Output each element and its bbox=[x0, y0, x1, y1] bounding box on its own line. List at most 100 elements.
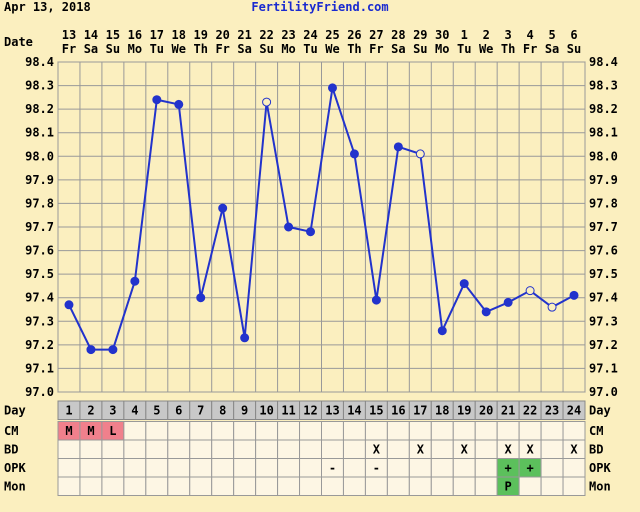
row-cell bbox=[145, 421, 169, 441]
row-cell bbox=[211, 421, 235, 441]
row-cell bbox=[408, 458, 432, 478]
y-tick-label-right: 98.0 bbox=[589, 149, 618, 163]
date-label: 16 bbox=[128, 28, 142, 42]
weekday-label: Su bbox=[106, 42, 120, 56]
row-cell bbox=[167, 458, 191, 478]
row-cell bbox=[452, 476, 476, 496]
date-label: 21 bbox=[237, 28, 251, 42]
weekday-label: Th bbox=[194, 42, 208, 56]
row-cell bbox=[57, 458, 81, 478]
date-label: 6 bbox=[570, 28, 577, 42]
y-tick-label-right: 97.8 bbox=[589, 196, 618, 210]
temperature-point bbox=[327, 83, 337, 93]
date-label: 2 bbox=[483, 28, 490, 42]
x-tick-label: 5 bbox=[153, 403, 160, 417]
row-cell bbox=[79, 439, 103, 459]
temperature-point bbox=[349, 149, 359, 159]
weekday-label: Sa bbox=[545, 42, 559, 56]
row-cell bbox=[277, 439, 301, 459]
x-tick-label: 16 bbox=[391, 403, 405, 417]
row-cell bbox=[474, 439, 498, 459]
row-cell bbox=[430, 439, 454, 459]
y-tick-label-right: 97.5 bbox=[589, 267, 618, 281]
x-tick-label: 22 bbox=[523, 403, 537, 417]
y-tick-label: 97.0 bbox=[25, 385, 54, 399]
y-tick-label-right: 97.1 bbox=[589, 361, 618, 375]
row-cell bbox=[474, 458, 498, 478]
row-label-right: CM bbox=[589, 424, 603, 438]
date-label: 19 bbox=[194, 28, 208, 42]
y-tick-label-right: 97.6 bbox=[589, 244, 618, 258]
temperature-point bbox=[437, 326, 447, 336]
row-cell bbox=[452, 458, 476, 478]
day-row-label-right: Day bbox=[589, 403, 611, 417]
row-entry: P bbox=[505, 479, 512, 493]
y-tick-label: 97.7 bbox=[25, 220, 54, 234]
row-cell bbox=[211, 439, 235, 459]
print-date: Apr 13, 2018 bbox=[4, 0, 91, 14]
row-label: Mon bbox=[4, 479, 26, 493]
weekday-label: Mo bbox=[128, 42, 142, 56]
weekday-label: Su bbox=[567, 42, 581, 56]
temperature-point bbox=[174, 99, 184, 109]
date-label: 15 bbox=[106, 28, 120, 42]
row-cell bbox=[123, 421, 147, 441]
x-tick-label: 14 bbox=[347, 403, 361, 417]
row-cell bbox=[123, 439, 147, 459]
x-tick-label: 4 bbox=[131, 403, 138, 417]
x-tick-label: 21 bbox=[501, 403, 515, 417]
row-cell bbox=[123, 476, 147, 496]
x-tick-label: 7 bbox=[197, 403, 204, 417]
row-cell bbox=[342, 439, 366, 459]
date-label: 5 bbox=[548, 28, 555, 42]
y-tick-label-right: 98.4 bbox=[589, 55, 618, 69]
row-entry: + bbox=[505, 461, 512, 475]
weekday-label: Sa bbox=[237, 42, 251, 56]
row-cell bbox=[189, 458, 213, 478]
row-cell bbox=[321, 421, 344, 441]
row-cell bbox=[321, 476, 344, 496]
y-tick-label: 98.4 bbox=[25, 55, 54, 69]
row-cell bbox=[167, 476, 191, 496]
temperature-point bbox=[262, 97, 272, 107]
temperature-point bbox=[64, 300, 74, 310]
temperature-point bbox=[240, 333, 250, 343]
row-cell bbox=[496, 421, 520, 441]
row-cell bbox=[386, 476, 410, 496]
row-cell bbox=[342, 421, 366, 441]
row-cell bbox=[408, 476, 432, 496]
date-label: 22 bbox=[259, 28, 273, 42]
y-tick-label-right: 98.3 bbox=[589, 79, 618, 93]
y-tick-label-right: 97.3 bbox=[589, 314, 618, 328]
temperature-point bbox=[503, 297, 513, 307]
temperature-point bbox=[196, 293, 206, 303]
row-cell bbox=[189, 476, 213, 496]
x-tick-label: 19 bbox=[457, 403, 471, 417]
row-entry: X bbox=[505, 442, 513, 456]
row-cell bbox=[321, 439, 344, 459]
date-label: 29 bbox=[413, 28, 427, 42]
weekday-label: We bbox=[325, 42, 339, 56]
weekday-label: Sa bbox=[391, 42, 405, 56]
row-entry: M bbox=[65, 424, 72, 438]
row-entry: L bbox=[109, 424, 116, 438]
row-cell bbox=[540, 476, 564, 496]
date-label: 27 bbox=[369, 28, 383, 42]
site-link[interactable]: FertilityFriend.com bbox=[251, 0, 388, 14]
row-cell bbox=[277, 421, 301, 441]
row-entry: - bbox=[373, 461, 380, 475]
temperature-point bbox=[306, 227, 316, 237]
row-label: OPK bbox=[4, 461, 26, 475]
row-cell bbox=[562, 476, 586, 496]
temperature-point bbox=[130, 276, 140, 286]
y-tick-label-right: 97.7 bbox=[589, 220, 618, 234]
row-entry: X bbox=[461, 442, 469, 456]
weekday-label: Sa bbox=[84, 42, 98, 56]
row-label-right: Mon bbox=[589, 479, 611, 493]
x-tick-label: 11 bbox=[281, 403, 295, 417]
x-tick-label: 20 bbox=[479, 403, 493, 417]
x-tick-label: 12 bbox=[303, 403, 317, 417]
y-tick-label-right: 97.4 bbox=[589, 291, 618, 305]
row-label-right: BD bbox=[589, 442, 603, 456]
row-cell bbox=[101, 476, 125, 496]
